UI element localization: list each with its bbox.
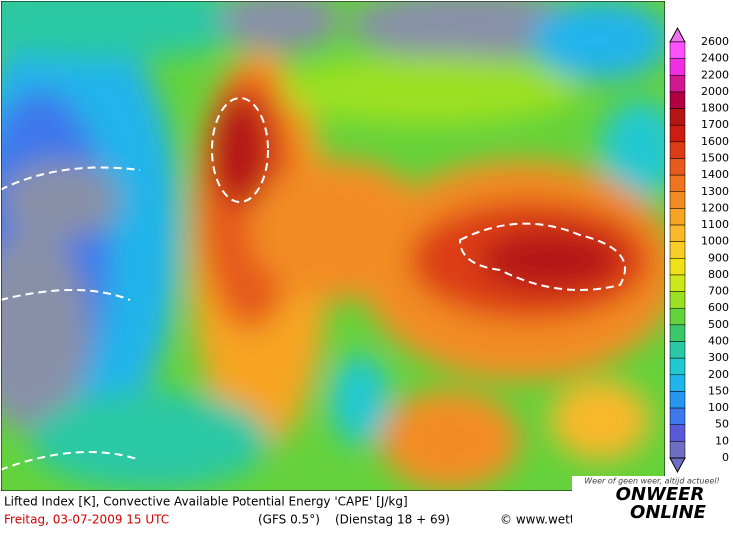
colorbar-band bbox=[669, 141, 686, 159]
colorbar-band bbox=[669, 274, 686, 292]
colorbar-label: 150 bbox=[708, 384, 729, 397]
colorbar-label: 1000 bbox=[701, 235, 729, 248]
colorbar-band bbox=[669, 58, 686, 76]
colorbar-cap bbox=[669, 457, 686, 474]
colorbar-band bbox=[669, 307, 686, 326]
colorbar-band bbox=[669, 241, 686, 259]
colorbar-band bbox=[669, 41, 686, 59]
colorbar-band bbox=[669, 324, 686, 342]
colorbar-label: 1500 bbox=[701, 151, 729, 164]
colorbar-band bbox=[669, 208, 686, 226]
colorbar-label: 2200 bbox=[701, 68, 729, 81]
caption-model: (GFS 0.5°) bbox=[258, 513, 320, 527]
colorbar-band bbox=[669, 441, 686, 459]
logo-slogan: Weer of geen weer, altijd actueel! bbox=[584, 477, 720, 486]
colorbar-band bbox=[669, 291, 686, 309]
colorbar-band bbox=[669, 224, 686, 242]
colorbar-band bbox=[669, 357, 686, 376]
colorbar-label: 500 bbox=[708, 318, 729, 331]
colorbar-band bbox=[669, 75, 686, 93]
colorbar-label: 2000 bbox=[701, 85, 729, 98]
colorbar-label: 2600 bbox=[701, 35, 729, 48]
colorbar-label: 1400 bbox=[701, 168, 729, 181]
colorbar-label: 600 bbox=[708, 301, 729, 314]
logo-line2: ONLINE bbox=[630, 502, 707, 523]
colorbar-band bbox=[669, 158, 686, 176]
colorbar-label: 1300 bbox=[701, 185, 729, 198]
colorbar-band bbox=[669, 191, 686, 209]
colorbar-label: 2400 bbox=[701, 52, 729, 65]
logo-box bbox=[572, 476, 733, 534]
colorbar-label: 1100 bbox=[701, 218, 729, 231]
colorbar-band bbox=[669, 174, 686, 193]
colorbar-band bbox=[669, 424, 686, 442]
logo-line1: ONWEER bbox=[616, 484, 705, 505]
colorbar: 2600240022002000180017001600150014001300… bbox=[669, 26, 729, 474]
colorbar-label: 400 bbox=[708, 335, 729, 348]
colorbar-label: 1800 bbox=[701, 102, 729, 115]
colorbar-label: 800 bbox=[708, 268, 729, 281]
caption-title: Lifted Index [K], Convective Available P… bbox=[4, 495, 408, 509]
colorbar-label: 300 bbox=[708, 351, 729, 364]
colorbar-label: 10 bbox=[715, 434, 729, 447]
colorbar-band bbox=[669, 108, 686, 126]
colorbar-band bbox=[669, 258, 686, 276]
colorbar-band bbox=[669, 407, 686, 425]
colorbar-label: 900 bbox=[708, 251, 729, 264]
caption-date: Freitag, 03-07-2009 15 UTC bbox=[4, 513, 169, 527]
colorbar-label: 100 bbox=[708, 401, 729, 414]
colorbar-label: 200 bbox=[708, 368, 729, 381]
colorbar-label: 700 bbox=[708, 285, 729, 298]
colorbar-label: 1700 bbox=[701, 118, 729, 131]
colorbar-label: 1600 bbox=[701, 135, 729, 148]
colorbar-band bbox=[669, 124, 686, 143]
colorbar-label: 50 bbox=[715, 418, 729, 431]
colorbar-band bbox=[669, 91, 686, 109]
map bbox=[1, 1, 665, 491]
colorbar-band bbox=[669, 341, 686, 359]
colorbar-band bbox=[669, 391, 686, 409]
colorbar-band bbox=[669, 374, 686, 392]
caption-run: (Dienstag 18 + 69) bbox=[335, 513, 450, 527]
colorbar-label: 0 bbox=[722, 451, 729, 464]
colorbar-label: 1200 bbox=[701, 201, 729, 214]
